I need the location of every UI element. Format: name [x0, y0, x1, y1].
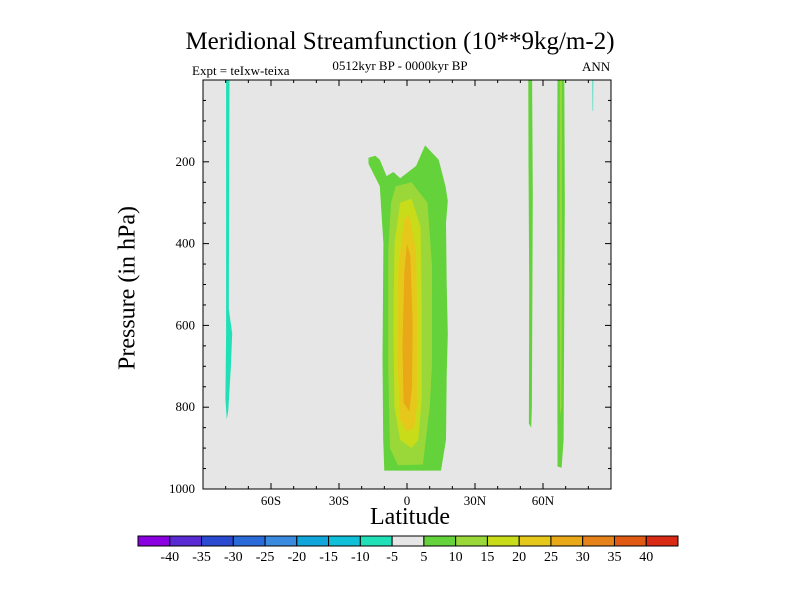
- x-tick-label: 60S: [261, 493, 281, 508]
- chart-subtitle: 0512kyr BP - 0000kyr BP: [332, 58, 468, 73]
- colorbar-swatch: [645, 535, 679, 547]
- colorbar-swatch: [328, 535, 361, 547]
- y-tick-label: 1000: [169, 481, 195, 496]
- colorbar-label: -35: [192, 550, 211, 565]
- y-tick-label: 200: [176, 154, 196, 169]
- colorbar-label: 25: [544, 550, 558, 565]
- contour-southern-jet: [225, 80, 233, 420]
- axis-ticks: 60S 30S 0 30N 60N 200 400 600 800 1000: [169, 80, 611, 508]
- colorbar-swatch: [201, 535, 234, 547]
- colorbar-label: -30: [224, 550, 243, 565]
- colorbar-label: 40: [639, 550, 653, 565]
- colorbar-label: 5: [420, 550, 427, 565]
- colorbar-swatch: [455, 535, 488, 547]
- colorbar-swatch: [518, 535, 552, 547]
- colorbar-label: -40: [160, 550, 179, 565]
- colorbar-label: -20: [287, 550, 306, 565]
- y-tick-label: 600: [176, 317, 196, 332]
- x-tick-label: 30S: [329, 493, 349, 508]
- colorbar-label: 35: [607, 550, 621, 565]
- y-tick-label: 800: [176, 399, 196, 414]
- colorbar-swatch: [169, 535, 203, 547]
- colorbar-swatch: [486, 535, 520, 547]
- contour-fills: [225, 80, 594, 471]
- chart-title: Meridional Streamfunction (10**9kg/m-2): [185, 28, 615, 55]
- colorbar-swatch: [137, 535, 171, 547]
- contour-nh-jet-53n: [528, 80, 533, 428]
- y-tick-label: 400: [176, 236, 196, 251]
- colorbar-swatch: [264, 535, 298, 547]
- colorbar-swatch: [613, 535, 647, 547]
- colorbar-label: -10: [351, 550, 370, 565]
- colorbar-label: -25: [256, 550, 275, 565]
- colorbar-label: 20: [512, 550, 526, 565]
- contour-nh-jet-68n-core: [559, 80, 562, 416]
- colorbar-label: 10: [449, 550, 463, 565]
- x-tick-label: 60N: [532, 493, 555, 508]
- colorbar-swatch: [296, 535, 330, 547]
- x-tick-label: 0: [404, 493, 411, 508]
- colorbar-swatch: [550, 535, 584, 547]
- colorbar: -40 -35 -30 -25 -20 -15 -10 -5 5 10 15 20 25 30 35 40: [137, 535, 679, 565]
- colorbar-swatch: [582, 535, 615, 547]
- x-axis-label: Latitude: [370, 504, 450, 530]
- colorbar-swatch: [359, 535, 393, 547]
- colorbar-swatch: [391, 535, 425, 547]
- colorbar-label: -5: [386, 550, 398, 565]
- x-tick-label: 30N: [464, 493, 487, 508]
- experiment-label: Expt = teIxw-teixa: [192, 63, 290, 78]
- contour-polar-spike: [592, 80, 594, 111]
- colorbar-swatch: [232, 535, 266, 547]
- season-label: ANN: [582, 59, 611, 74]
- contour-hadley-cell-25: [402, 243, 413, 412]
- colorbar-label: -15: [319, 550, 338, 565]
- colorbar-swatch: [423, 535, 457, 547]
- colorbar-label: 30: [576, 550, 590, 565]
- colorbar-label: 15: [480, 550, 494, 565]
